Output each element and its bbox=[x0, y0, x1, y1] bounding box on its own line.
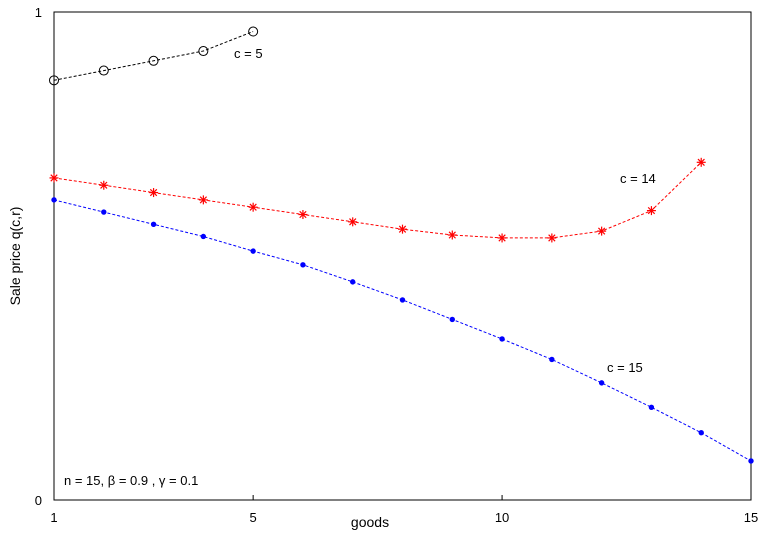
series-line bbox=[53, 199, 752, 462]
data-point bbox=[248, 26, 259, 37]
data-point bbox=[696, 157, 706, 167]
data-point bbox=[248, 202, 258, 212]
data-point bbox=[547, 233, 557, 243]
data-point bbox=[598, 380, 605, 386]
parameters-annotation: n = 15, β = 0.9 , γ = 0.1 bbox=[64, 473, 198, 488]
x-tick-label: 10 bbox=[495, 510, 509, 525]
x-axis-label: goods bbox=[351, 514, 389, 530]
data-point bbox=[646, 206, 656, 216]
x-tick-label: 15 bbox=[744, 510, 758, 525]
data-point bbox=[200, 233, 207, 240]
data-point bbox=[748, 458, 754, 464]
data-point bbox=[198, 195, 208, 205]
data-point bbox=[648, 404, 655, 410]
series-1 bbox=[49, 157, 706, 243]
data-point bbox=[449, 316, 455, 323]
data-point bbox=[348, 217, 358, 227]
y-axis-label: Sale price q(c,r) bbox=[7, 207, 23, 306]
data-point bbox=[298, 210, 308, 220]
series-2 bbox=[51, 197, 754, 464]
data-point bbox=[399, 297, 406, 303]
data-point bbox=[150, 221, 157, 227]
data-point bbox=[549, 356, 555, 363]
data-point bbox=[597, 226, 607, 236]
series-label-c5: c = 5 bbox=[234, 46, 263, 61]
data-point bbox=[148, 55, 159, 66]
data-point bbox=[499, 336, 505, 342]
data-point bbox=[698, 429, 704, 436]
x-tick-label: 1 bbox=[50, 510, 57, 525]
data-point bbox=[497, 233, 507, 243]
data-point bbox=[198, 46, 209, 57]
x-tick-label: 5 bbox=[250, 510, 257, 525]
data-point bbox=[101, 209, 107, 215]
y-tick-label: 0 bbox=[35, 493, 42, 508]
data-point bbox=[250, 248, 256, 254]
series-line bbox=[53, 31, 254, 81]
data-point bbox=[99, 180, 109, 190]
data-point bbox=[300, 262, 306, 268]
data-point bbox=[98, 65, 109, 76]
series-0 bbox=[49, 26, 259, 86]
data-point bbox=[51, 197, 57, 203]
series-label-c14: c = 14 bbox=[620, 171, 656, 186]
data-point bbox=[447, 230, 457, 240]
data-point bbox=[49, 75, 59, 86]
series-layer bbox=[49, 26, 754, 464]
series-line bbox=[53, 161, 702, 239]
y-tick-label: 1 bbox=[35, 5, 42, 20]
data-point bbox=[398, 224, 407, 234]
data-point bbox=[149, 188, 159, 198]
plot-frame bbox=[53, 11, 752, 501]
data-point bbox=[49, 173, 59, 183]
series-label-c15: c = 15 bbox=[607, 360, 643, 375]
data-point bbox=[350, 279, 356, 285]
